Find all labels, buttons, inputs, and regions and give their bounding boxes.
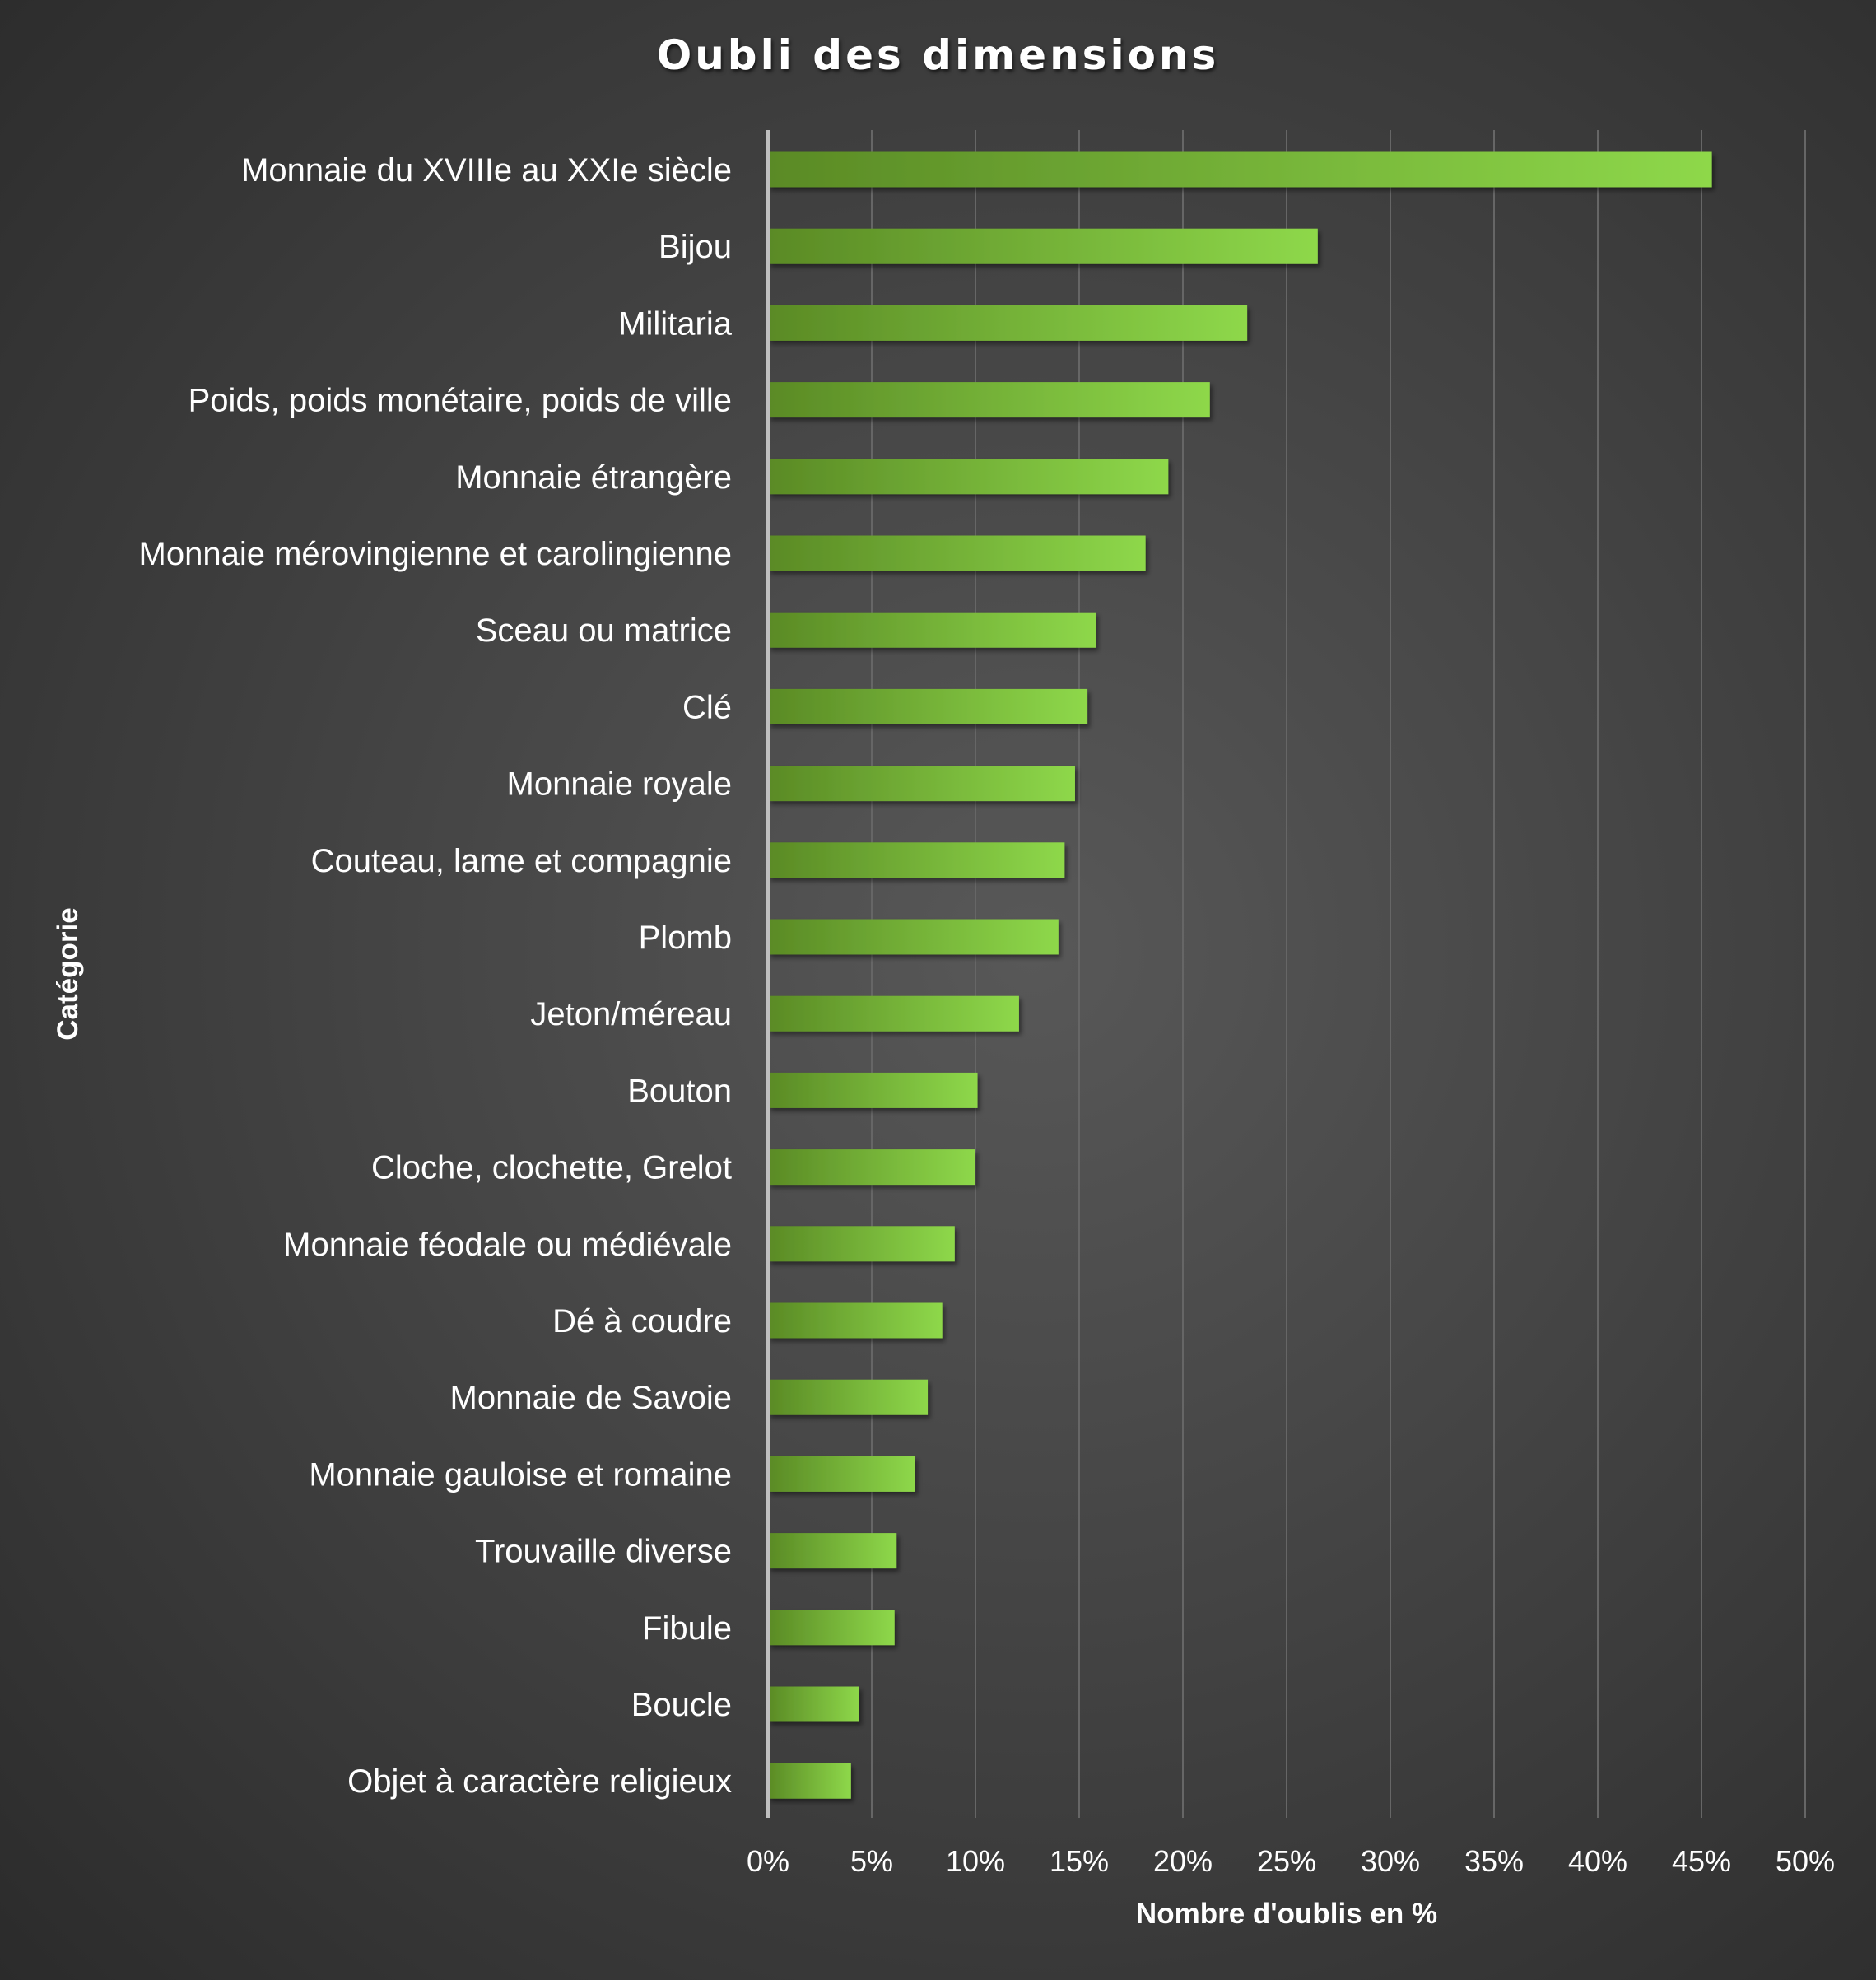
- bar: [768, 1226, 955, 1262]
- category-label: Clé: [682, 689, 732, 725]
- x-tick-label: 40%: [1568, 1844, 1627, 1878]
- bar: [768, 612, 1096, 648]
- bar: [768, 228, 1318, 264]
- gridlines: [871, 130, 1806, 1818]
- category-label: Couteau, lame et compagnie: [311, 843, 732, 879]
- category-label: Sceau ou matrice: [476, 613, 732, 649]
- bar: [768, 305, 1248, 341]
- bars: [768, 151, 1712, 1799]
- x-tick-label: 50%: [1776, 1844, 1835, 1878]
- category-label: Objet à caractère religieux: [347, 1763, 732, 1800]
- bar: [768, 1686, 859, 1722]
- bar: [768, 382, 1210, 418]
- bar: [768, 1149, 975, 1186]
- category-label: Monnaie du XVIIIe au XXIe siècle: [241, 152, 732, 189]
- category-label: Monnaie gauloise et romaine: [309, 1456, 732, 1493]
- bar: [768, 535, 1146, 571]
- x-tick-labels: 0% 5% 10% 15% 20% 25% 30% 35% 40% 45% 50%: [747, 1844, 1835, 1878]
- bar: [768, 1456, 915, 1492]
- x-tick-label: 10%: [946, 1844, 1005, 1878]
- category-label: Monnaie féodale ou médiévale: [283, 1227, 732, 1263]
- bar: [768, 1533, 897, 1569]
- bar: [768, 1610, 895, 1646]
- x-tick-label: 25%: [1257, 1844, 1316, 1878]
- category-label: Bijou: [659, 229, 732, 265]
- category-label: Bouton: [627, 1073, 732, 1109]
- x-tick-label: 30%: [1361, 1844, 1420, 1878]
- category-label: Monnaie étrangère: [455, 459, 732, 496]
- bar: [768, 459, 1169, 495]
- x-tick-label: 15%: [1050, 1844, 1109, 1878]
- x-tick-label: 0%: [747, 1844, 789, 1878]
- category-label: Dé à coudre: [552, 1303, 732, 1339]
- category-label: Boucle: [631, 1687, 732, 1723]
- category-label: Militaria: [618, 305, 733, 342]
- bar: [768, 1763, 851, 1799]
- category-label: Jeton/méreau: [530, 996, 732, 1032]
- category-label: Poids, poids monétaire, poids de ville: [189, 383, 732, 419]
- category-labels: Monnaie du XVIIIe au XXIe siècle Bijou Mil…: [139, 152, 733, 1800]
- x-axis-title: Nombre d'oublis en %: [1135, 1898, 1438, 1930]
- bar: [768, 1302, 943, 1339]
- bar: [768, 766, 1075, 802]
- bar: [768, 688, 1088, 724]
- x-tick-label: 5%: [850, 1844, 893, 1878]
- x-tick-label: 35%: [1464, 1844, 1524, 1878]
- x-tick-label: 45%: [1672, 1844, 1731, 1878]
- bar: [768, 151, 1712, 188]
- bar: [768, 1379, 929, 1415]
- category-label: Cloche, clochette, Grelot: [371, 1150, 732, 1186]
- chart-title: Oubli des dimensions: [656, 31, 1220, 79]
- bar: [768, 995, 1019, 1032]
- category-label: Monnaie de Savoie: [450, 1380, 732, 1416]
- category-label: Monnaie royale: [507, 766, 733, 803]
- category-label: Plomb: [639, 920, 732, 956]
- x-tick-label: 20%: [1153, 1844, 1213, 1878]
- category-label: Fibule: [642, 1610, 732, 1647]
- bar: [768, 919, 1059, 955]
- bar: [768, 842, 1065, 878]
- bar: [768, 1072, 978, 1108]
- category-label: Monnaie mérovingienne et carolingienne: [139, 536, 732, 572]
- category-label: Trouvaille diverse: [475, 1534, 732, 1570]
